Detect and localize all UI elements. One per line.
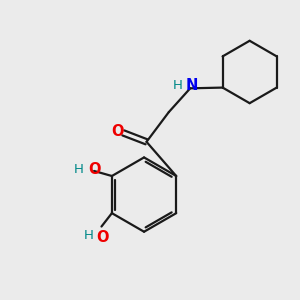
Text: O: O: [88, 162, 101, 177]
Text: O: O: [97, 230, 109, 245]
Text: H: H: [74, 163, 83, 176]
Text: O: O: [112, 124, 124, 139]
Text: H: H: [83, 229, 93, 242]
Text: H: H: [173, 80, 183, 92]
Text: N: N: [185, 78, 198, 93]
